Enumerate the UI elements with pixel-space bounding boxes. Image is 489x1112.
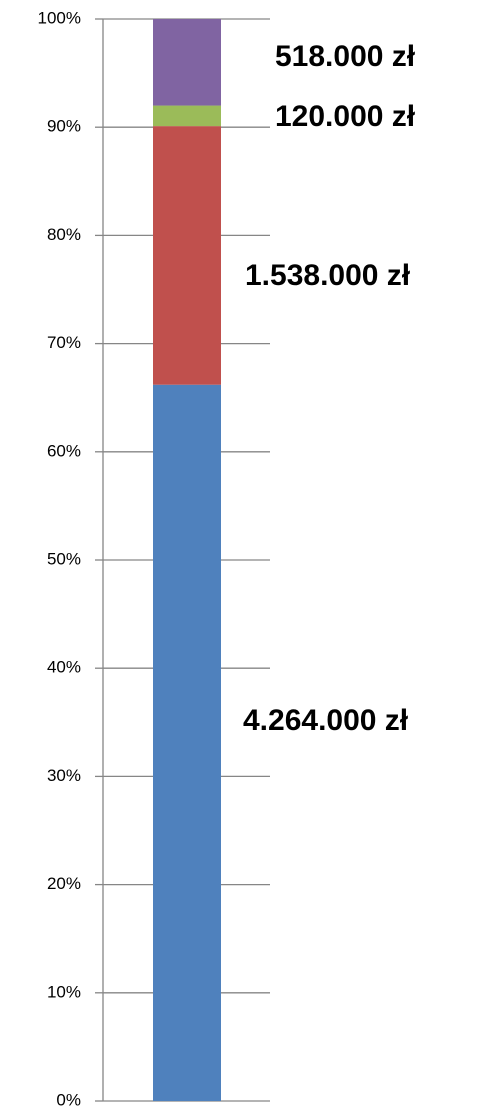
ticks: 0% 10% 20% 30% 40% 50% 60% 70% 80% 90% 100% 4.264.0…	[38, 8, 416, 1109]
bars	[153, 19, 221, 1101]
y-tick-label: 10%	[47, 982, 81, 1001]
y-tick-label: 80%	[47, 225, 81, 244]
y-tick-label: 70%	[47, 333, 81, 352]
y-tick-label: 60%	[47, 441, 81, 460]
bar-segment	[153, 384, 221, 1101]
bar-segment	[153, 19, 221, 106]
y-tick-label: 20%	[47, 874, 81, 893]
y-tick-label: 30%	[47, 766, 81, 785]
bar-segment	[153, 105, 221, 127]
y-tick-label: 50%	[47, 549, 81, 568]
y-tick-label: 0%	[56, 1090, 81, 1109]
y-tick-label: 100%	[38, 8, 81, 27]
data-label: 4.264.000 zł	[243, 704, 409, 737]
y-tick-label: 40%	[47, 658, 81, 677]
data-label: 120.000 zł	[275, 100, 416, 133]
data-label: 1.538.000 zł	[245, 259, 411, 292]
bar-segment	[153, 126, 221, 385]
y-tick-label: 90%	[47, 117, 81, 136]
data-label: 518.000 zł	[275, 40, 416, 73]
